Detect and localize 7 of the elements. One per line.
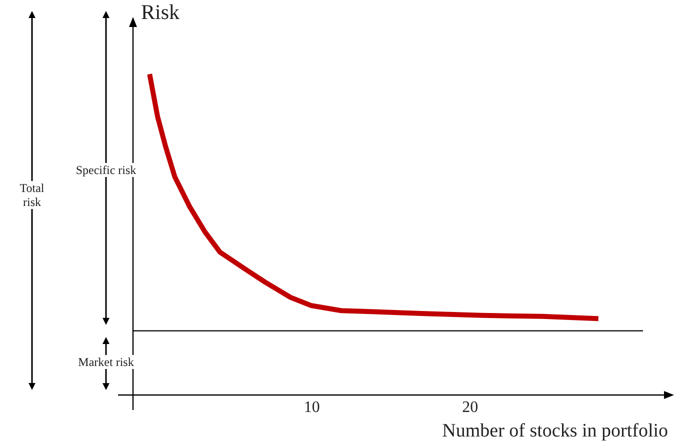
x-axis-title: Number of stocks in portfolio [442, 420, 668, 442]
x-tick-label: 10 [304, 398, 320, 416]
text: Total risk [20, 180, 44, 208]
annotation: Specific risk [76, 163, 136, 178]
annotation: Market risk [78, 354, 134, 369]
x-tick-label: 20 [462, 398, 478, 416]
y-axis-title: Risk [141, 0, 180, 24]
